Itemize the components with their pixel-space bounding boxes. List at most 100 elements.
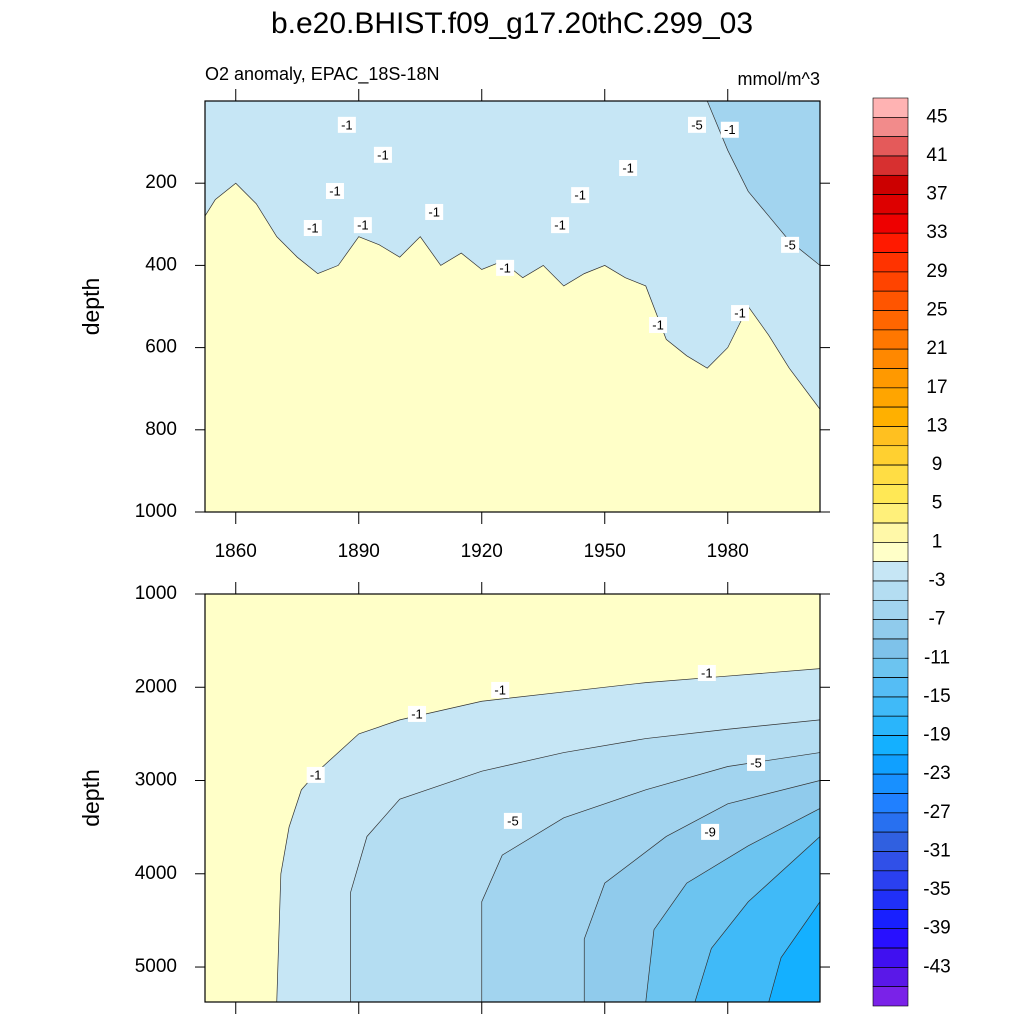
contour-label: -5	[750, 755, 762, 770]
colorbar-box	[872, 831, 909, 852]
colorbar-box	[872, 870, 909, 891]
colorbar-label: 17	[926, 377, 947, 398]
colorbar-label: 41	[926, 145, 947, 166]
contour-label-bg	[747, 754, 766, 771]
contour-line	[350, 719, 820, 1002]
colorbar-box	[872, 773, 909, 794]
colorbar-box	[872, 793, 909, 814]
colorbar-label: 9	[932, 454, 943, 475]
colorbar-label: -43	[923, 956, 950, 977]
contour-label: -1	[724, 122, 736, 137]
x-tick-label: 1950	[584, 541, 626, 562]
plot-area: -1 -1 -1 -1 -5 -5 -9	[205, 594, 820, 1002]
colorbar-label: -27	[923, 802, 950, 823]
contour-fill	[205, 101, 820, 266]
contour-line	[481, 752, 820, 1002]
colorbar-box	[872, 909, 909, 930]
contour-label: -1	[307, 220, 319, 235]
y-tick-label: 200	[145, 172, 177, 193]
contour-label: -1	[310, 767, 322, 782]
colorbar-box	[872, 561, 909, 582]
colorbar-box	[872, 252, 909, 273]
contour-line	[768, 901, 820, 1002]
contour-label: -5	[691, 117, 703, 132]
y-tick-label: 1000	[135, 583, 177, 604]
contour-label: -1	[499, 260, 511, 275]
contour-label-bg	[496, 259, 515, 276]
colorbar-label: -15	[923, 686, 950, 707]
contour-label: -1	[652, 317, 664, 332]
contour-label: -1	[701, 665, 713, 680]
colorbar-label: -3	[929, 570, 946, 591]
contour-label-bg	[619, 159, 638, 176]
contour-label-bg	[551, 217, 570, 234]
colorbar-box	[872, 986, 909, 1007]
contour-label-bg	[649, 316, 668, 333]
colorbar-label: 45	[926, 106, 947, 127]
colorbar-box	[872, 754, 909, 775]
contour-label: -1	[554, 218, 566, 233]
colorbar-box	[872, 503, 909, 524]
colorbar-box	[872, 310, 909, 331]
contour-label-bg	[781, 236, 800, 253]
contour-label: -1	[734, 306, 746, 321]
x-tick-label: 1890	[338, 541, 380, 562]
colorbar-box	[872, 522, 909, 543]
y-tick-label: 800	[145, 419, 177, 440]
y-tick-label: 2000	[135, 676, 177, 697]
colorbar-box	[872, 136, 909, 157]
colorbar-box	[872, 464, 909, 485]
contour-label-bg	[701, 823, 720, 840]
contour-label: -1	[357, 218, 369, 233]
y-tick-label: 400	[145, 254, 177, 275]
contour-line	[645, 808, 820, 1002]
colorbar-box	[872, 97, 909, 118]
colorbar-label: 29	[926, 261, 947, 282]
contour-label-bg	[731, 305, 750, 322]
y-tick-label: 5000	[135, 956, 177, 977]
colorbar-box	[872, 889, 909, 910]
colorbar-box	[872, 484, 909, 505]
contour-label: -9	[704, 824, 716, 839]
colorbar-label: 33	[926, 222, 947, 243]
colorbar-box	[872, 387, 909, 408]
colorbar-box	[872, 117, 909, 137]
colorbar-box	[872, 851, 909, 872]
colorbar-box	[872, 271, 909, 292]
y-tick-label: 4000	[135, 863, 177, 884]
y-axis-label: depth	[78, 278, 104, 336]
colorbar-label: -19	[923, 725, 950, 746]
contour-label-bg	[571, 187, 590, 204]
contour-label-bg	[306, 766, 325, 783]
contour-line	[694, 836, 820, 1002]
colorbar-box	[872, 542, 909, 562]
colorbar-box	[872, 445, 909, 466]
colorbar-box	[872, 677, 909, 698]
colorbar-label: 5	[932, 493, 943, 514]
colorbar-box	[872, 426, 909, 447]
colorbar-label: -31	[923, 840, 950, 861]
colorbar-label: -7	[929, 609, 946, 630]
colorbar-box	[872, 290, 909, 311]
contour-line	[276, 668, 820, 1002]
contour-label-bg	[697, 664, 716, 681]
y-tick-label: 600	[145, 337, 177, 358]
units: mmol/m^3	[738, 69, 820, 89]
contour-label: -1	[574, 188, 586, 203]
contour-label-bg	[303, 219, 322, 236]
colorbar-box	[872, 638, 909, 659]
contour-label-bg	[491, 681, 510, 698]
contour-label-bg	[688, 116, 706, 133]
colorbar-box	[872, 619, 909, 640]
colorbar-box	[872, 715, 909, 736]
colorbar-label: 1	[932, 531, 943, 552]
colorbar-box	[872, 213, 909, 234]
contour-fill	[768, 901, 820, 1002]
colorbar-box	[872, 696, 909, 717]
contour-line	[583, 780, 820, 1002]
plot-frame	[204, 100, 821, 513]
contour-label: -1	[622, 160, 634, 175]
colorbar-box	[872, 967, 909, 987]
colorbar-box	[872, 657, 909, 678]
